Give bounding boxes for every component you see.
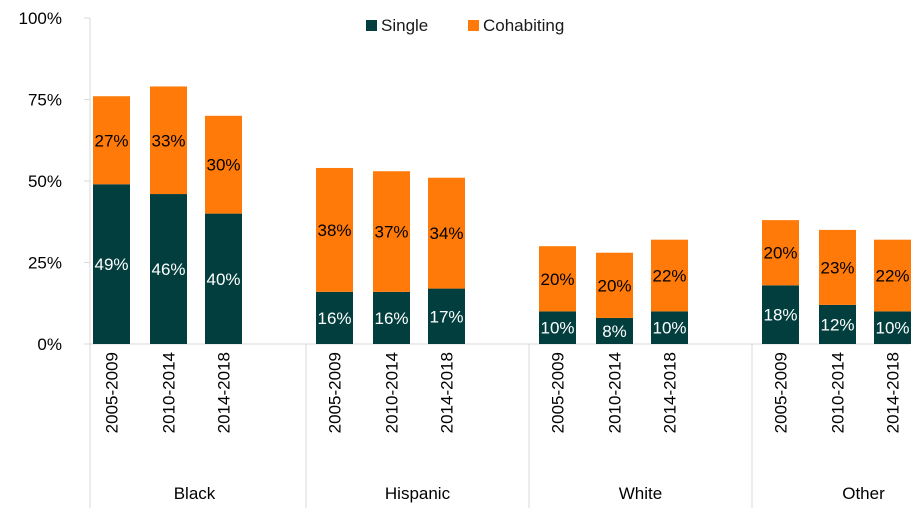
bar-single xyxy=(428,288,465,344)
x-tick-label: 2005-2009 xyxy=(549,352,568,433)
legend-label-single: Single xyxy=(381,16,428,35)
x-tick-label: 2010-2014 xyxy=(606,352,625,433)
x-tick-label: 2005-2009 xyxy=(326,352,345,433)
legend-label-cohabiting: Cohabiting xyxy=(483,16,564,35)
data-label-cohabiting: 20% xyxy=(597,276,631,295)
data-label-cohabiting: 38% xyxy=(317,221,351,240)
data-label-cohabiting: 27% xyxy=(94,131,128,150)
x-tick-label: 2005-2009 xyxy=(103,352,122,433)
bar-cohabiting xyxy=(762,220,799,286)
bar-cohabiting xyxy=(819,229,856,305)
y-tick-label: 100% xyxy=(19,9,62,28)
x-tick-label: 2014-2018 xyxy=(215,352,234,433)
bar-single xyxy=(596,317,633,344)
bar-cohabiting xyxy=(428,177,465,289)
group-label: Other xyxy=(842,484,885,503)
bar-single xyxy=(150,194,187,344)
group-label: Hispanic xyxy=(385,484,451,503)
legend-swatch-single xyxy=(366,20,377,31)
data-label-cohabiting: 33% xyxy=(151,131,185,150)
x-tick-label: 2014-2018 xyxy=(438,352,457,433)
data-label-cohabiting: 30% xyxy=(206,156,240,175)
group-label: White xyxy=(619,484,662,503)
bar-cohabiting xyxy=(596,252,633,318)
data-label-cohabiting: 22% xyxy=(652,267,686,286)
bar-single xyxy=(316,291,353,344)
legend-swatch-cohabiting xyxy=(468,20,479,31)
x-tick-label: 2014-2018 xyxy=(884,352,903,433)
x-tick-label: 2010-2014 xyxy=(383,352,402,433)
data-label-single: 10% xyxy=(540,319,574,338)
group-label: Black xyxy=(174,484,216,503)
data-label-cohabiting: 22% xyxy=(875,267,909,286)
bar-cohabiting xyxy=(93,96,130,185)
data-label-single: 8% xyxy=(602,322,627,341)
bar-cohabiting xyxy=(316,167,353,292)
y-tick-label: 0% xyxy=(37,335,62,354)
bar-single xyxy=(819,304,856,344)
data-label-cohabiting: 23% xyxy=(820,258,854,277)
data-label-cohabiting: 20% xyxy=(540,270,574,289)
data-label-cohabiting: 34% xyxy=(429,224,463,243)
bar-single xyxy=(205,213,242,344)
y-tick-label: 75% xyxy=(28,91,62,110)
data-label-single: 16% xyxy=(374,309,408,328)
data-label-single: 46% xyxy=(151,260,185,279)
x-tick-label: 2010-2014 xyxy=(829,352,848,433)
data-label-single: 10% xyxy=(652,319,686,338)
bar-cohabiting xyxy=(874,239,911,312)
y-tick-label: 50% xyxy=(28,172,62,191)
data-label-single: 12% xyxy=(820,315,854,334)
data-label-single: 40% xyxy=(206,270,240,289)
data-label-cohabiting: 20% xyxy=(763,244,797,263)
bar-cohabiting xyxy=(205,115,242,214)
bar-single xyxy=(373,291,410,344)
data-label-single: 16% xyxy=(317,309,351,328)
bar-single xyxy=(93,184,130,344)
bar-single xyxy=(762,285,799,344)
bar-cohabiting xyxy=(373,171,410,292)
bar-cohabiting xyxy=(651,239,688,312)
bar-single xyxy=(874,311,911,344)
bar-cohabiting xyxy=(539,246,576,312)
data-label-single: 17% xyxy=(429,307,463,326)
data-label-single: 49% xyxy=(94,255,128,274)
bar-single xyxy=(539,311,576,344)
x-tick-label: 2014-2018 xyxy=(661,352,680,433)
data-label-single: 18% xyxy=(763,306,797,325)
x-tick-label: 2005-2009 xyxy=(772,352,791,433)
y-tick-label: 25% xyxy=(28,254,62,273)
bar-single xyxy=(651,311,688,344)
bar-cohabiting xyxy=(150,86,187,195)
data-label-single: 10% xyxy=(875,319,909,338)
x-tick-label: 2010-2014 xyxy=(160,352,179,433)
data-label-cohabiting: 37% xyxy=(374,223,408,242)
